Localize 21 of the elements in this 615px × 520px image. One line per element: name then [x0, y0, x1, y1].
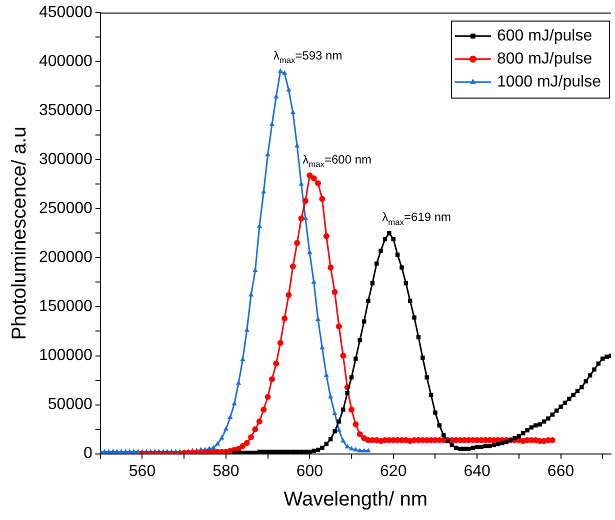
y-tick-label: 100000 — [39, 347, 92, 364]
x-tick-label: 560 — [128, 462, 156, 480]
y-tick-label: 150000 — [39, 298, 92, 316]
y-tick-label: 250000 — [39, 200, 92, 218]
x-axis-title: Wavelength/ nm — [284, 488, 428, 511]
y-tick-label: 200000 — [39, 249, 92, 266]
x-tick-label: 600 — [296, 462, 324, 480]
y-tick-label: 350000 — [39, 102, 92, 120]
legend-label: 1000 mJ/pulse — [496, 74, 602, 91]
y-tick-label: 0 — [83, 445, 92, 462]
x-tick-label: 640 — [464, 462, 491, 480]
y-tick-label: 450000 — [39, 4, 92, 22]
x-tick-label: 660 — [547, 462, 574, 480]
y-tick-label: 300000 — [39, 151, 92, 168]
y-axis-title: Photoluminescence/ a.u — [8, 126, 31, 340]
legend-label: 600 mJ/pulse — [496, 28, 592, 45]
legend-label: 800 mJ/pulse — [496, 50, 592, 68]
y-tick-label: 50000 — [48, 396, 92, 414]
y-tick-label: 400000 — [39, 53, 92, 70]
x-tick-label: 580 — [212, 462, 240, 480]
x-tick-label: 620 — [380, 462, 407, 480]
